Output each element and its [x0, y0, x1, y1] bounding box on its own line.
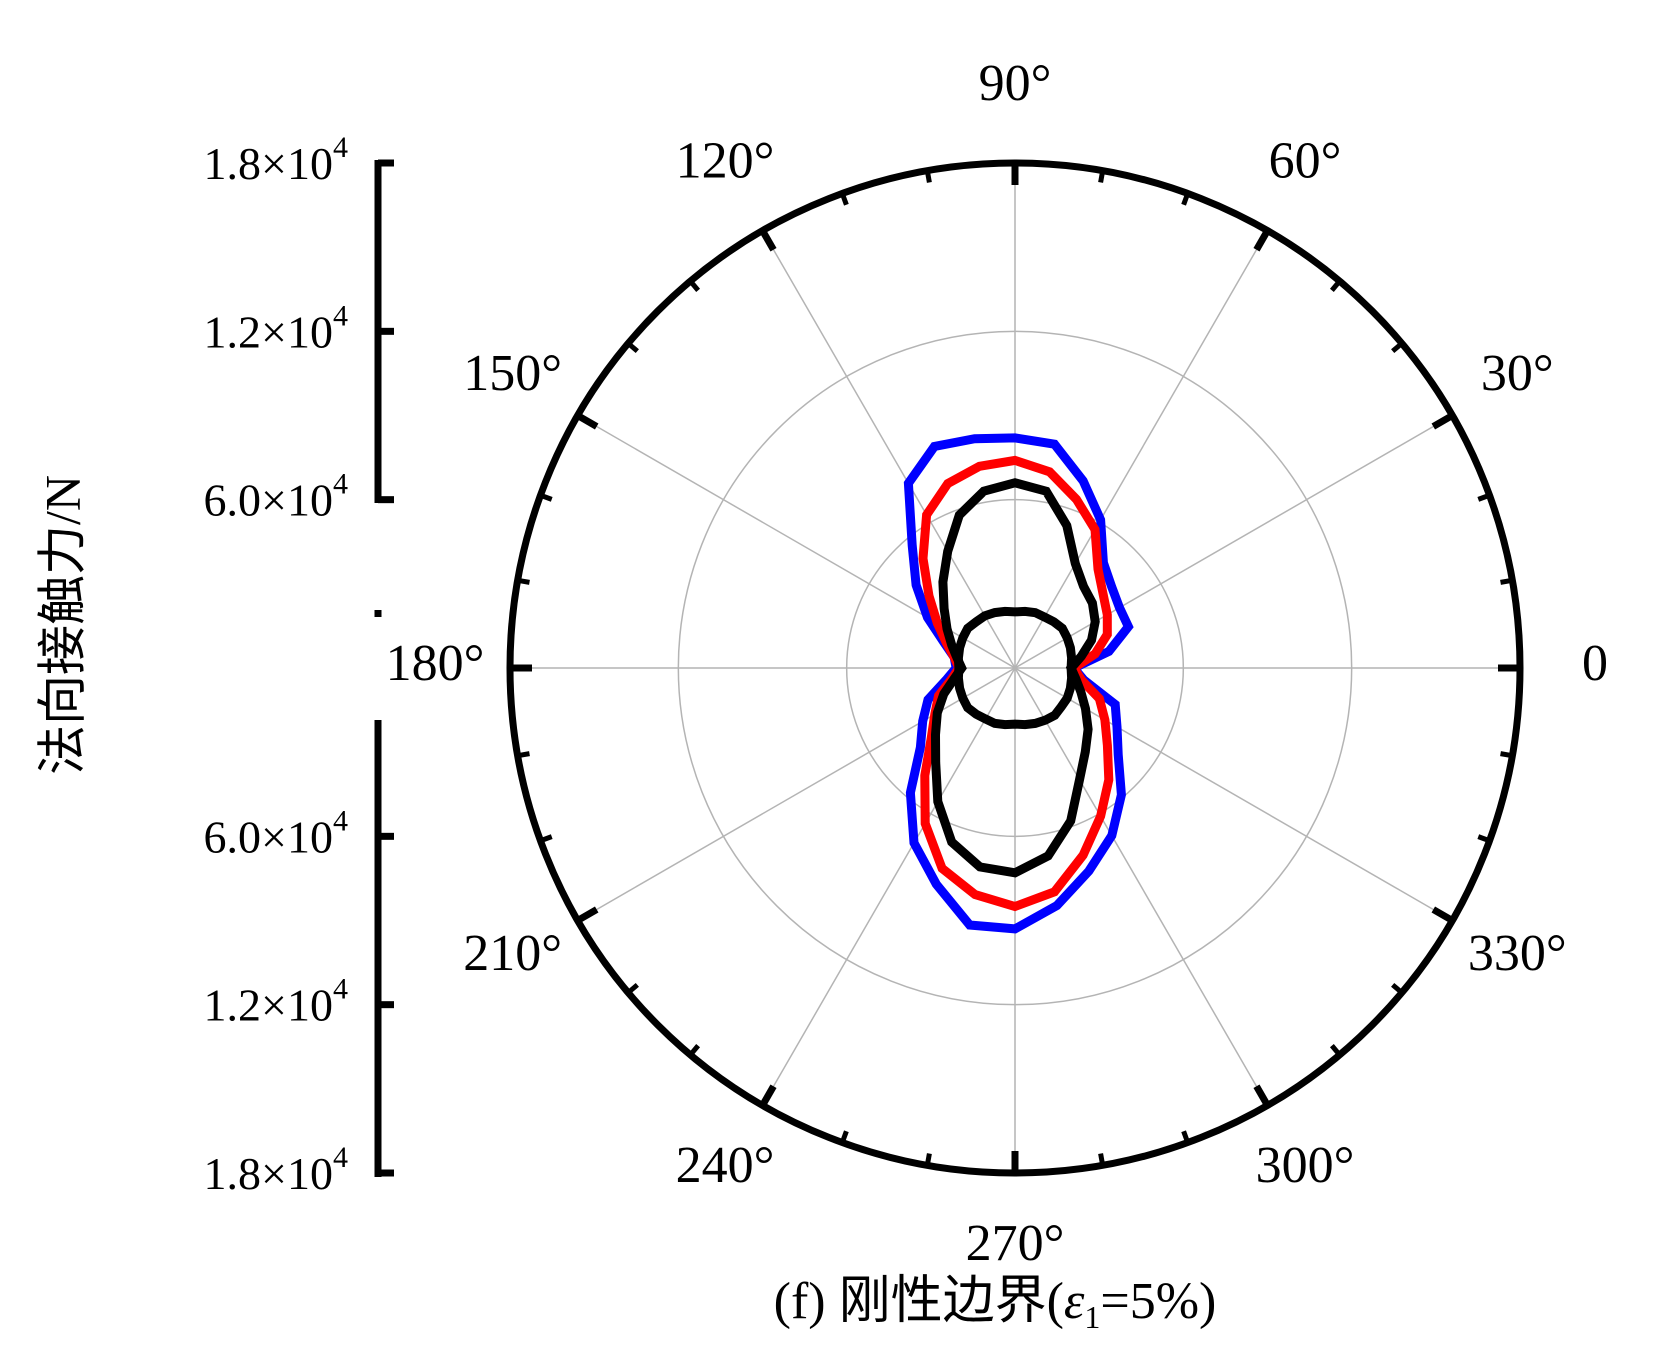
minor-angle-tick-50	[1329, 279, 1342, 292]
minor-angle-tick-310	[1329, 1044, 1342, 1057]
minor-angle-tick-140	[626, 341, 639, 354]
angle-label-330: 330°	[1468, 925, 1567, 982]
caption-symbol: ε	[1064, 1273, 1085, 1330]
minor-angle-tick-40	[1391, 341, 1404, 354]
caption-prefix: (f) 刚性边界(	[774, 1273, 1064, 1330]
major-angle-tick-30	[1431, 412, 1455, 430]
radial-tick-label-lower-2: 6.0×104	[204, 804, 348, 862]
minor-angle-tick-110	[839, 192, 849, 206]
minor-angle-tick-260	[924, 1153, 932, 1166]
radial-tick-label-lower-0: 1.8×104	[204, 1141, 348, 1199]
angle-label-0: 0	[1582, 635, 1608, 692]
minor-angle-tick-200	[539, 834, 553, 844]
angle-label-60: 60°	[1269, 133, 1342, 190]
angle-label-120: 120°	[676, 133, 775, 190]
radial-tick-label-upper-1: 1.2×104	[204, 299, 348, 357]
angle-label-180: 180°	[386, 635, 485, 692]
angle-label-300: 300°	[1256, 1137, 1355, 1194]
minor-angle-tick-250	[839, 1130, 849, 1144]
minor-angle-tick-320	[1391, 982, 1404, 995]
angle-label-90: 90°	[979, 55, 1052, 112]
minor-angle-tick-190	[517, 751, 530, 759]
major-angle-tick-240	[759, 1084, 777, 1108]
caption-subscript: 1	[1084, 1299, 1100, 1335]
grid-spoke-150	[577, 414, 1453, 922]
series-line-3	[930, 478, 1100, 878]
major-angle-tick-60	[1253, 228, 1271, 252]
angle-label-240: 240°	[676, 1137, 775, 1194]
major-angle-tick-150	[575, 412, 599, 430]
polar-grid	[510, 163, 1520, 1173]
minor-angle-tick-130	[688, 279, 701, 292]
minor-angle-tick-20	[1477, 492, 1491, 502]
minor-angle-tick-100	[924, 170, 932, 183]
angle-label-210: 210°	[463, 925, 562, 982]
angle-label-30: 30°	[1481, 345, 1554, 402]
caption-suffix: =5%)	[1100, 1273, 1216, 1330]
minor-angle-tick-170	[517, 577, 530, 585]
minor-angle-tick-10	[1500, 577, 1513, 585]
y-axis-label: 法向接触力/N	[34, 475, 90, 775]
minor-angle-tick-340	[1477, 834, 1491, 844]
radial-tick-label-upper-0: 1.8×104	[204, 131, 348, 189]
radial-axis: 1.8×104 1.2×104 6.0×104 1.8×104 1.2×104 6.0×1…	[204, 131, 394, 1199]
minor-angle-tick-280	[1098, 1153, 1106, 1166]
minor-angle-tick-220	[626, 982, 639, 995]
chart-caption: (f) 刚性边界(ε1=5%)	[774, 1273, 1217, 1335]
angle-label-150: 150°	[463, 345, 562, 402]
minor-angle-tick-290	[1181, 1130, 1191, 1144]
minor-angle-tick-350	[1500, 751, 1513, 759]
major-angle-tick-120	[759, 228, 777, 252]
radial-tick-label-upper-2: 6.0×104	[204, 468, 348, 526]
major-angle-tick-210	[575, 906, 599, 924]
series-group	[903, 433, 1134, 934]
minor-angle-tick-70	[1181, 192, 1191, 206]
polar-frame	[506, 159, 1524, 1177]
angle-label-270: 270°	[966, 1215, 1065, 1272]
minor-angle-tick-80	[1098, 170, 1106, 183]
major-angle-tick-330	[1431, 906, 1455, 924]
angle-labels: 0 30° 60° 90° 120° 150° 180° 210° 240° 270° 300° 33…	[386, 55, 1608, 1272]
major-angle-tick-300	[1253, 1084, 1271, 1108]
radial-tick-label-lower-1: 1.2×104	[204, 973, 348, 1031]
minor-angle-tick-160	[539, 492, 553, 502]
minor-angle-tick-230	[688, 1044, 701, 1057]
